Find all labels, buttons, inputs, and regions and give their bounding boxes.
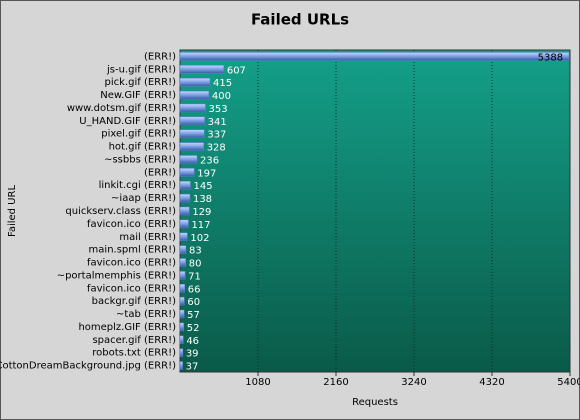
y-axis-label: Failed URL bbox=[7, 185, 18, 237]
bar bbox=[179, 284, 186, 293]
bar bbox=[179, 206, 190, 216]
value-label: 129 bbox=[192, 207, 211, 218]
value-label: 52 bbox=[187, 323, 200, 334]
value-label: 83 bbox=[189, 246, 202, 257]
bar bbox=[179, 65, 225, 74]
y-tick-label: ~iaap (ERR!) bbox=[111, 193, 176, 204]
y-tick-label: spacer.gif (ERR!) bbox=[92, 335, 176, 346]
bar bbox=[179, 103, 206, 113]
bar bbox=[179, 129, 205, 138]
x-tick-label: 5400 bbox=[557, 377, 580, 388]
y-tick-label: favicon.ico (ERR!) bbox=[87, 219, 176, 230]
bar bbox=[179, 193, 191, 203]
value-label: 415 bbox=[213, 78, 232, 89]
y-tick-label: pick.gif (ERR!) bbox=[105, 77, 177, 88]
y-tick-label: hot.gif (ERR!) bbox=[109, 142, 177, 153]
y-tick-label: ~portalmemphis (ERR!) bbox=[57, 270, 176, 281]
bar bbox=[179, 155, 198, 164]
value-label: 66 bbox=[188, 284, 201, 295]
y-tick-label: backgr.gif (ERR!) bbox=[92, 296, 176, 307]
value-label: 117 bbox=[191, 220, 210, 231]
y-tick-label: main.spml (ERR!) bbox=[89, 245, 177, 256]
value-label: 138 bbox=[193, 194, 212, 205]
y-tick-label: favicon.ico (ERR!) bbox=[87, 283, 176, 294]
value-label: 80 bbox=[189, 259, 202, 270]
bar bbox=[179, 348, 184, 357]
y-tick-label: favicon.ico (ERR!) bbox=[87, 258, 176, 269]
bar bbox=[179, 219, 189, 229]
bar bbox=[179, 232, 188, 242]
y-tick-label: robots.txt (ERR!) bbox=[92, 348, 176, 359]
y-tick-label: linkit.cgi (ERR!) bbox=[99, 180, 176, 191]
bar bbox=[179, 180, 191, 190]
y-tick-label: (ERR!) bbox=[144, 51, 176, 62]
bar bbox=[179, 116, 205, 126]
value-label: 197 bbox=[197, 168, 216, 179]
x-tick-label: 2160 bbox=[323, 377, 348, 388]
y-tick-label: New.GIF (ERR!) bbox=[100, 90, 176, 101]
value-label: 607 bbox=[227, 65, 246, 76]
y-tick-label: ~ssbbs (ERR!) bbox=[104, 154, 176, 165]
value-label: 337 bbox=[207, 130, 226, 141]
value-label: 341 bbox=[208, 117, 227, 128]
y-tick-label: ~tab (ERR!) bbox=[116, 309, 176, 320]
x-axis-label: Requests bbox=[352, 397, 398, 408]
value-label: 236 bbox=[200, 155, 219, 166]
value-label: 5388 bbox=[538, 52, 563, 63]
bar bbox=[179, 52, 570, 61]
value-label: 328 bbox=[207, 143, 226, 154]
bar bbox=[179, 361, 183, 370]
bar bbox=[179, 142, 204, 151]
y-tick-label: js-u.gif (ERR!) bbox=[106, 64, 176, 75]
bar bbox=[179, 322, 185, 332]
value-label: 37 bbox=[186, 362, 199, 373]
value-label: 145 bbox=[193, 181, 212, 192]
chart-title: Failed URLs bbox=[251, 11, 349, 29]
value-label: 46 bbox=[186, 336, 199, 347]
value-label: 353 bbox=[208, 104, 227, 115]
bar bbox=[179, 90, 210, 100]
y-tick-label: pixel.gif (ERR!) bbox=[101, 129, 176, 140]
y-tick-label: mail (ERR!) bbox=[119, 232, 176, 243]
value-label: 400 bbox=[212, 91, 231, 102]
bar bbox=[179, 296, 185, 306]
x-tick-label: 1080 bbox=[245, 377, 270, 388]
y-tick-label: (ERR!) bbox=[144, 167, 176, 178]
bar bbox=[179, 77, 211, 87]
value-label: 60 bbox=[187, 297, 200, 308]
y-tick-label: homeplz.GIF (ERR!) bbox=[78, 322, 176, 333]
value-label: 57 bbox=[187, 310, 200, 321]
x-tick-label: 3240 bbox=[401, 377, 426, 388]
y-tick-label: www.dotsm.gif (ERR!) bbox=[67, 103, 176, 114]
bar bbox=[179, 335, 184, 345]
y-tick-label: CottonDreamBackground.jpg (ERR!) bbox=[0, 361, 176, 372]
bar bbox=[179, 309, 185, 319]
value-label: 102 bbox=[190, 233, 209, 244]
bar bbox=[179, 168, 195, 177]
bar bbox=[179, 245, 187, 254]
value-label: 39 bbox=[186, 349, 199, 360]
y-tick-label: U_HAND.GIF (ERR!) bbox=[79, 116, 176, 127]
bar bbox=[179, 258, 187, 267]
value-label: 71 bbox=[188, 271, 201, 282]
bar bbox=[179, 271, 186, 280]
plot-area bbox=[179, 49, 571, 373]
x-tick-label: 4320 bbox=[479, 377, 504, 388]
y-tick-label: quickserv.class (ERR!) bbox=[65, 206, 176, 217]
